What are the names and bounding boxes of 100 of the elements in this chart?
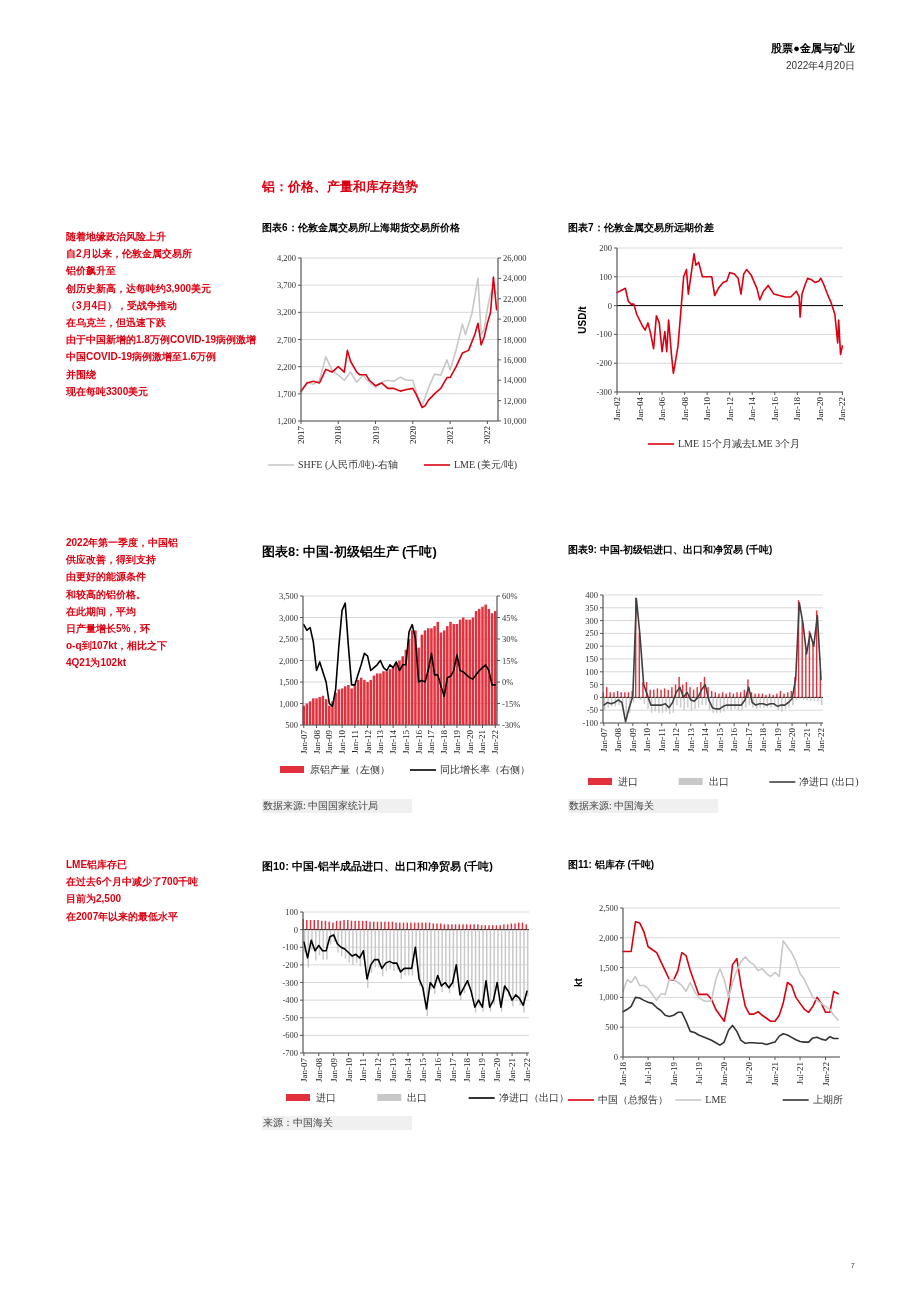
y-tick-label: 2,500 bbox=[598, 903, 618, 913]
source-note: 数据来源: 中国海关 bbox=[569, 800, 655, 811]
y-tick-label: 400 bbox=[585, 590, 598, 600]
y-tick-label: 4,200 bbox=[276, 253, 296, 263]
y-tick-label: -700 bbox=[282, 1048, 298, 1058]
x-tick-label: Jan-21 bbox=[801, 728, 812, 752]
text: 目前为2,500 bbox=[66, 893, 122, 905]
x-tick-label: Jan-13 bbox=[375, 729, 386, 754]
y-tick-label: 200 bbox=[599, 243, 612, 253]
source-note: 数据来源: 中国国家统计局 bbox=[263, 800, 379, 811]
x-tick-label: 2017 bbox=[296, 425, 306, 444]
legend-label: LME 15个月减去LME 3个月 bbox=[678, 438, 801, 449]
legend-label: 出口 bbox=[407, 1092, 428, 1103]
x-tick-label: Jan-17 bbox=[426, 729, 437, 754]
y-tick-label: 0 bbox=[613, 1052, 618, 1062]
y-tick-label: 150 bbox=[585, 654, 598, 664]
y-tick-label: 250 bbox=[585, 628, 598, 639]
y-tick-label: -100 bbox=[596, 329, 612, 340]
text: 并围绕 bbox=[65, 368, 96, 380]
x-tick-label: Jan-20 bbox=[464, 729, 475, 754]
y2-tick-label: 12,000 bbox=[503, 395, 527, 406]
y2-tick-label: 60% bbox=[502, 591, 518, 601]
y2-tick-label: 45% bbox=[502, 612, 518, 623]
text: 2022年4月20日 bbox=[786, 60, 855, 71]
x-tick-label: Jan-06 bbox=[657, 396, 668, 421]
x-tick-label: Jan-22 bbox=[521, 1058, 532, 1082]
y-tick-label: -600 bbox=[282, 1030, 298, 1041]
x-tick-label: Jan-11 bbox=[349, 730, 360, 754]
x-tick-label: Jan-10 bbox=[337, 729, 348, 754]
x-tick-label: Jan-10 bbox=[642, 727, 653, 752]
y-tick-label: 50 bbox=[589, 679, 598, 690]
x-tick-label: Jan-21 bbox=[507, 1058, 518, 1082]
x-tick-label: Jan-20 bbox=[492, 1057, 503, 1082]
x-tick-label: 2020 bbox=[407, 425, 418, 444]
x-tick-label: Jan-15 bbox=[714, 727, 725, 752]
y2-tick-label: 20,000 bbox=[503, 314, 527, 325]
y-tick-label: -100 bbox=[582, 718, 598, 728]
text: 在此期间，平均 bbox=[65, 605, 136, 617]
x-tick-label: Jan-20 bbox=[814, 396, 825, 421]
x-tick-label: 2021 bbox=[445, 426, 456, 444]
x-tick-label: Jan-07 bbox=[298, 1057, 309, 1082]
y2-tick-label: 18,000 bbox=[503, 334, 527, 345]
y-tick-label: 100 bbox=[599, 271, 612, 282]
y-tick-label: 1,500 bbox=[598, 962, 618, 973]
y2-tick-label: 22,000 bbox=[503, 293, 527, 304]
x-tick-label: Jan-12 bbox=[671, 728, 682, 752]
x-tick-label: Jul-21 bbox=[795, 1062, 806, 1085]
text: 和较高的铝价格。 bbox=[65, 588, 146, 600]
x-tick-label: Jul-20 bbox=[744, 1061, 755, 1085]
x-tick-label: Jan-10 bbox=[343, 1057, 354, 1082]
x-tick-label: Jan-14 bbox=[403, 1057, 413, 1082]
y-tick-label: -200 bbox=[282, 959, 298, 970]
text: 现在每吨3300美元 bbox=[65, 385, 149, 397]
y2-tick-label: 24,000 bbox=[503, 273, 527, 284]
x-tick-label: Jan-08 bbox=[311, 729, 322, 754]
x-tick-label: Jan-16 bbox=[413, 729, 424, 754]
x-tick-label: Jul-18 bbox=[643, 1061, 654, 1085]
y-tick-label: 300 bbox=[585, 615, 598, 626]
x-tick-label: Jan-16 bbox=[729, 727, 740, 752]
x-tick-label: Jan-15 bbox=[400, 729, 411, 754]
x-tick-label: Jan-21 bbox=[477, 730, 488, 754]
x-tick-label: Jan-13 bbox=[685, 727, 696, 752]
y-tick-label: 1,000 bbox=[598, 992, 618, 1003]
y-tick-label: -200 bbox=[596, 358, 612, 369]
text: 自2月以来，伦敦金属交易所 bbox=[66, 248, 192, 260]
x-tick-label: Jan-22 bbox=[816, 728, 827, 752]
legend-label: 同比增长率（右侧） bbox=[440, 764, 530, 775]
y-tick-label: 500 bbox=[605, 1022, 618, 1033]
x-tick-label: Jan-07 bbox=[598, 727, 609, 752]
text: LME铝库存已 bbox=[66, 859, 128, 870]
y2-tick-label: -15% bbox=[502, 698, 521, 709]
x-tick-label: Jan-02 bbox=[612, 397, 622, 421]
source-note: 来源：中国海关 bbox=[263, 1117, 333, 1128]
y-tick-label: 350 bbox=[585, 602, 598, 613]
y-tick-label: -50 bbox=[586, 705, 598, 716]
text: 铝价飙升至 bbox=[65, 265, 116, 277]
x-tick-label: Jan-10 bbox=[702, 396, 713, 421]
legend-label: 出口 bbox=[708, 776, 729, 787]
y-tick-label: 200 bbox=[585, 641, 598, 652]
y2-tick-label: 16,000 bbox=[503, 354, 527, 365]
x-tick-label: Jan-08 bbox=[313, 1057, 324, 1082]
legend-label: 净进口（出口） bbox=[498, 1092, 569, 1103]
x-tick-label: Jan-14 bbox=[388, 729, 399, 754]
x-tick-label: Jan-09 bbox=[324, 729, 335, 754]
x-tick-label: Jan-18 bbox=[758, 727, 769, 752]
y-tick-label: 3,000 bbox=[278, 612, 298, 623]
text: 7 bbox=[850, 1261, 856, 1270]
chart-title: 图表7：伦敦金属交易所远期价差 bbox=[568, 222, 714, 233]
y-tick-label: 0 bbox=[593, 692, 598, 703]
y2-tick-label: 10,000 bbox=[503, 416, 527, 426]
x-tick-label: Jan-22 bbox=[490, 730, 501, 754]
text: 2022年第一季度，中国铝 bbox=[66, 537, 179, 548]
x-tick-label: Jan-14 bbox=[700, 727, 711, 752]
x-tick-label: Jan-16 bbox=[769, 396, 780, 421]
text: 供应改善，得到支持 bbox=[65, 554, 156, 566]
y-tick-label: 100 bbox=[585, 666, 598, 677]
y2-tick-label: 0% bbox=[502, 677, 514, 687]
x-tick-label: Jan-12 bbox=[362, 730, 373, 754]
x-tick-label: 2018 bbox=[333, 425, 344, 444]
x-tick-label: Jan-09 bbox=[627, 727, 638, 752]
